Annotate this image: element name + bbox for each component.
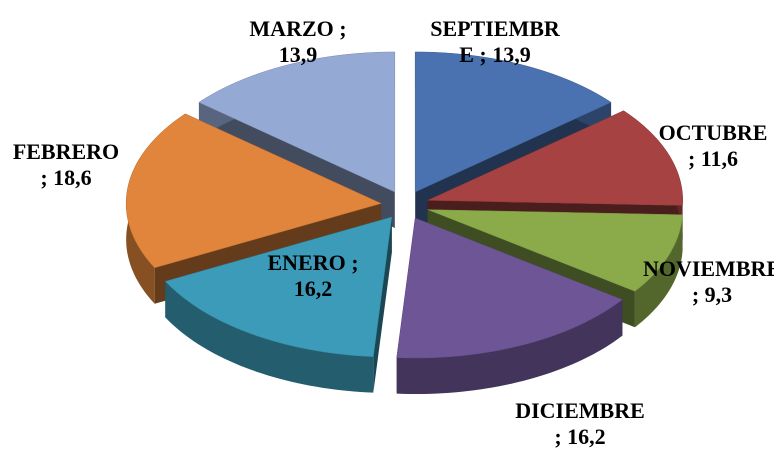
data-label: FEBRERO ; 18,6 <box>12 139 120 190</box>
slice-rim <box>396 299 623 395</box>
data-label: SEPTIEMBRE ; 13,9 <box>430 16 560 67</box>
slice-top <box>396 217 623 359</box>
slice-top <box>125 113 382 269</box>
slice-top <box>414 51 612 193</box>
data-label: OCTUBRE ; 11,6 <box>658 120 768 171</box>
slice <box>164 216 393 393</box>
slice <box>396 217 623 395</box>
data-label: MARZO ; 13,9 <box>249 16 347 67</box>
slice-top <box>427 209 683 292</box>
data-label: DICIEMBRE ; 16,2 <box>515 398 645 449</box>
slice-top <box>164 216 393 357</box>
slice-side <box>373 217 392 393</box>
slice-top <box>427 110 683 206</box>
data-label: ENERO ; 16,2 <box>267 250 359 301</box>
slice-top <box>198 51 396 193</box>
slice-rim <box>165 281 374 393</box>
slice-rim <box>634 214 683 328</box>
data-label: NOVIEMBRE ; 9,3 <box>642 256 774 307</box>
